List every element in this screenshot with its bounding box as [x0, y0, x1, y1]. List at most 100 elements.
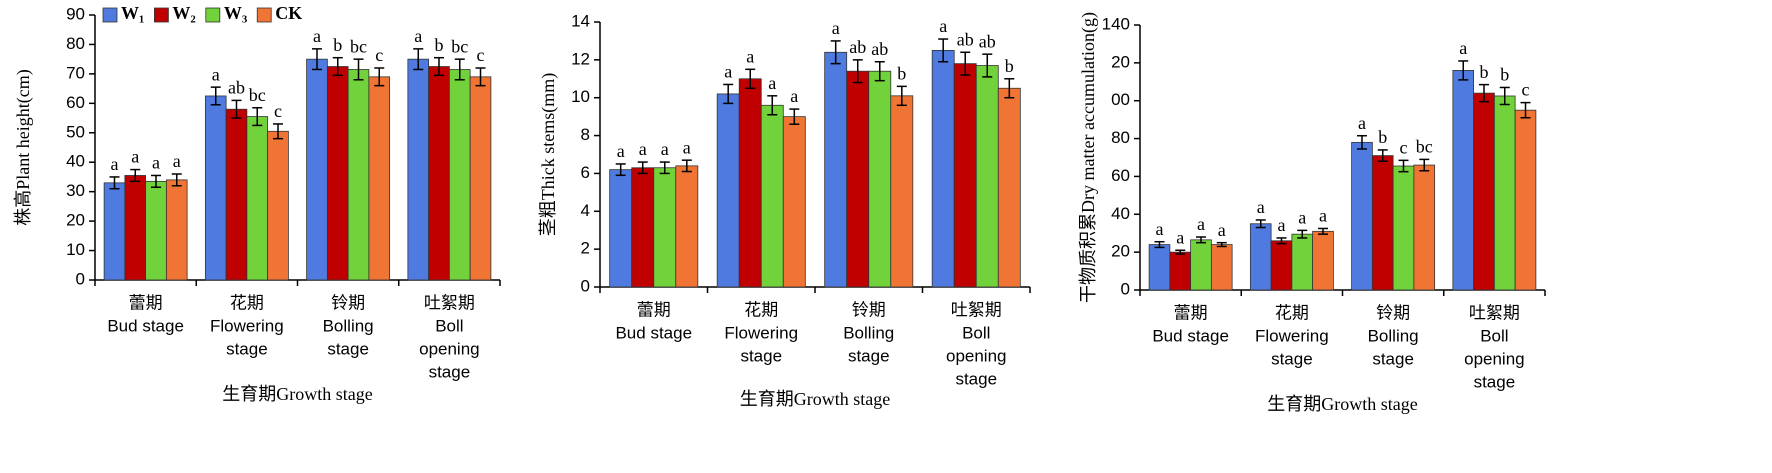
significance-letter: b	[333, 35, 342, 55]
error-bar	[852, 59, 863, 84]
y-tick-label: 0	[1121, 279, 1130, 298]
bar	[975, 65, 999, 288]
x-tick-label: Flowering	[724, 323, 798, 342]
bar	[1190, 239, 1212, 291]
y-tick-label: 70	[66, 63, 85, 82]
y-axis-label: 茎粗Thick stems(mm)	[538, 73, 559, 236]
error-bar	[353, 58, 364, 81]
x-tick-label: stage	[429, 362, 471, 381]
bar	[1210, 244, 1233, 291]
x-tick-label: Bolling	[1368, 326, 1419, 345]
significance-letter: a	[1155, 219, 1163, 239]
x-tick-label: Bud stage	[107, 316, 184, 335]
bar	[225, 108, 248, 281]
error-bar	[1276, 237, 1287, 245]
significance-letter: b	[1378, 127, 1387, 147]
y-tick-label: 140	[1102, 14, 1130, 33]
error-bar	[938, 38, 949, 63]
x-tick-label: stage	[955, 369, 997, 388]
y-axis-label: 干物质积累Dry matter accumulation(g)	[1078, 12, 1099, 303]
x-tick-label: 铃期	[852, 300, 886, 319]
error-bar	[1004, 78, 1015, 99]
significance-letter: bc	[249, 85, 266, 105]
significance-letter: a	[746, 46, 754, 66]
error-bar	[1255, 219, 1266, 229]
x-tick-label: 花期	[744, 300, 778, 319]
bar	[890, 95, 914, 288]
significance-letter: c	[1400, 137, 1408, 157]
error-bar	[1419, 158, 1430, 172]
bar	[1473, 92, 1495, 291]
significance-letter: a	[110, 154, 118, 174]
bar	[246, 116, 269, 281]
significance-letter: a	[1257, 197, 1265, 217]
error-bar	[1154, 240, 1165, 249]
significance-letter: bc	[1416, 137, 1433, 157]
legend-label: W₃	[224, 3, 248, 23]
error-bar	[789, 108, 800, 125]
legend-swatch	[205, 7, 221, 23]
significance-letter: ab	[849, 37, 866, 57]
x-tick-label: stage	[1372, 349, 1414, 368]
y-tick-label: 6	[581, 163, 590, 182]
x-tick-label: Bud stage	[615, 323, 692, 342]
significance-letter: a	[152, 153, 160, 173]
bar	[103, 182, 126, 281]
significance-letter: a	[414, 26, 422, 46]
error-bar	[130, 168, 141, 183]
bar	[738, 78, 762, 288]
significance-letter: a	[1319, 206, 1327, 226]
error-bar	[231, 99, 242, 119]
significance-letter: b	[1479, 62, 1488, 82]
legend-label: W₁	[121, 3, 144, 23]
bar	[1452, 70, 1475, 291]
bar	[1351, 141, 1373, 291]
legend-swatch	[102, 7, 118, 23]
bar	[846, 70, 870, 288]
bar	[782, 116, 806, 288]
error-bar	[374, 67, 385, 87]
significance-letter: a	[683, 137, 691, 157]
y-tick-label: 10	[66, 240, 85, 259]
significance-letter: a	[1358, 113, 1366, 133]
legend-label: W₂	[172, 3, 195, 23]
x-tick-label: 铃期	[1376, 303, 1410, 322]
error-bar	[210, 86, 221, 106]
significance-letter: a	[661, 139, 669, 159]
x-tick-label: 蕾期	[637, 300, 671, 319]
x-tick-label: stage	[1474, 372, 1516, 391]
error-bar	[1297, 229, 1308, 239]
significance-letter: a	[1277, 215, 1285, 235]
bar	[1291, 233, 1314, 291]
bar	[145, 180, 167, 281]
bar	[609, 169, 633, 288]
bar	[1312, 230, 1334, 291]
error-bar	[1318, 227, 1329, 235]
bar	[997, 87, 1021, 288]
error-bar	[1216, 241, 1227, 248]
bar	[368, 76, 391, 281]
x-tick-label: 蕾期	[1174, 303, 1208, 322]
error-bar	[311, 48, 322, 71]
x-tick-label: Bud stage	[1152, 326, 1229, 345]
x-tick-label: stage	[1271, 349, 1313, 368]
significance-letter: ab	[228, 78, 245, 98]
y-tick-label: 4	[581, 201, 590, 220]
error-bar	[454, 58, 465, 81]
bar	[1514, 109, 1537, 291]
error-bar	[1356, 134, 1367, 150]
error-bar	[1458, 60, 1469, 81]
significance-letter: c	[274, 101, 282, 121]
error-bar	[637, 161, 648, 175]
y-tick-label: 80	[1111, 128, 1130, 147]
error-bar	[1478, 83, 1489, 103]
bar	[1270, 240, 1293, 291]
significance-letter: b	[1500, 65, 1509, 85]
error-bar	[745, 68, 756, 89]
bar	[675, 165, 699, 288]
bar	[824, 51, 848, 288]
x-tick-label: Flowering	[1255, 326, 1329, 345]
significance-letter: a	[768, 73, 776, 93]
bar	[868, 70, 892, 288]
